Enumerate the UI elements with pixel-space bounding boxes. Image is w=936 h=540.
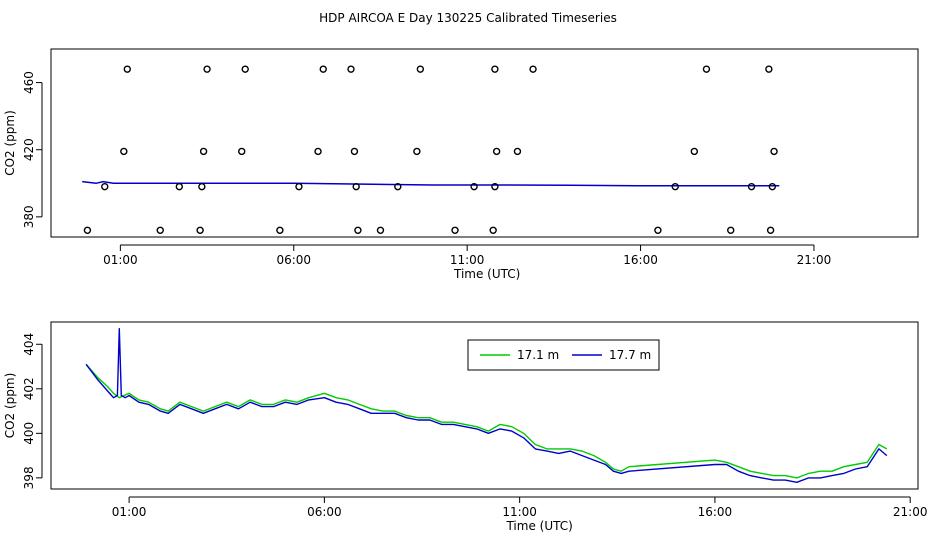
x-tick-label: 21:00 (893, 505, 928, 519)
outlier-point (768, 182, 777, 191)
y-tick-label: 398 (22, 466, 36, 489)
outlier-point (513, 147, 522, 156)
outlier-point (238, 147, 246, 156)
y-axis-label: CO2 (ppm) (3, 373, 17, 439)
top-panel: 01:00 06:00 11:00 16:00 21:00 Time (UTC) 380 42… (3, 48, 919, 281)
outlier-point (276, 226, 284, 234)
outlier-point (394, 182, 402, 191)
outlier-point (175, 182, 184, 191)
x-axis-label: Time (UTC) (453, 267, 520, 281)
plot-frame (50, 48, 919, 238)
outlier-point (489, 226, 497, 234)
y-axis-label: CO2 (ppm) (3, 110, 17, 176)
x-tick-label: 01:00 (103, 253, 138, 267)
outlier-point (354, 226, 362, 234)
series-line (82, 180, 780, 187)
x-tick-label: 06:00 (307, 505, 342, 519)
x-tick-label: 01:00 (112, 505, 147, 519)
outlier-point (376, 226, 385, 234)
series-line-17-7-m (85, 328, 888, 483)
outlier-point (770, 147, 778, 156)
outlier-point (690, 147, 699, 156)
outlier-point (241, 65, 249, 73)
x-tick-label: 06:00 (276, 253, 311, 267)
outlier-point (120, 147, 128, 156)
outlier-point (766, 226, 775, 234)
outlier-point (198, 182, 206, 191)
legend: 17.1 m 17.7 m (467, 339, 660, 371)
outlier-point (352, 182, 360, 191)
legend-label: 17.1 m (517, 348, 559, 362)
outlier-point (416, 65, 425, 73)
outlier-point (123, 65, 131, 73)
plot-frame (50, 321, 919, 490)
series-line-17-1-m (85, 363, 888, 479)
outlier-point (727, 226, 735, 234)
y-tick-label: 402 (22, 377, 36, 400)
outlier-point (470, 182, 478, 191)
outlier-point (451, 226, 459, 234)
outlier-point (350, 147, 359, 156)
x-tick-label: 11:00 (502, 505, 537, 519)
outlier-point (196, 226, 204, 234)
plot-data (85, 328, 888, 483)
outlier-point (529, 65, 537, 73)
outlier-point (747, 182, 756, 191)
outlier-point (413, 147, 421, 156)
x-axis-label: Time (UTC) (505, 519, 572, 533)
outlier-point (203, 65, 211, 73)
outlier-point (654, 226, 662, 234)
x-tick-label: 16:00 (623, 253, 658, 267)
outlier-point (314, 147, 322, 156)
outlier-point (319, 65, 327, 73)
outlier-point (156, 226, 164, 234)
outlier-point (295, 182, 303, 191)
bottom-panel: 01:00 06:00 11:00 16:00 21:00 Time (UTC) 398 40… (3, 321, 928, 533)
outlier-point (491, 65, 499, 73)
outlier-point (492, 147, 501, 156)
outlier-point (83, 226, 92, 234)
legend-label: 17.7 m (609, 348, 651, 362)
outlier-point (765, 65, 773, 73)
x-tick-label: 16:00 (698, 505, 733, 519)
outlier-point (347, 65, 355, 73)
outlier-point (671, 182, 679, 191)
y-tick-label: 460 (22, 71, 36, 94)
y-tick-label: 380 (22, 205, 36, 228)
x-tick-label: 21:00 (797, 253, 832, 267)
y-tick-label: 404 (22, 333, 36, 356)
figure-title: HDP AIRCOA E Day 130225 Calibrated Times… (319, 11, 617, 25)
outlier-point (702, 65, 711, 73)
outlier-point (101, 182, 109, 191)
outlier-point (199, 147, 208, 156)
x-tick-label: 11:00 (450, 253, 485, 267)
y-tick-label: 400 (22, 422, 36, 445)
plot-data (82, 65, 780, 234)
y-tick-label: 420 (22, 138, 36, 161)
outlier-point (491, 182, 499, 191)
